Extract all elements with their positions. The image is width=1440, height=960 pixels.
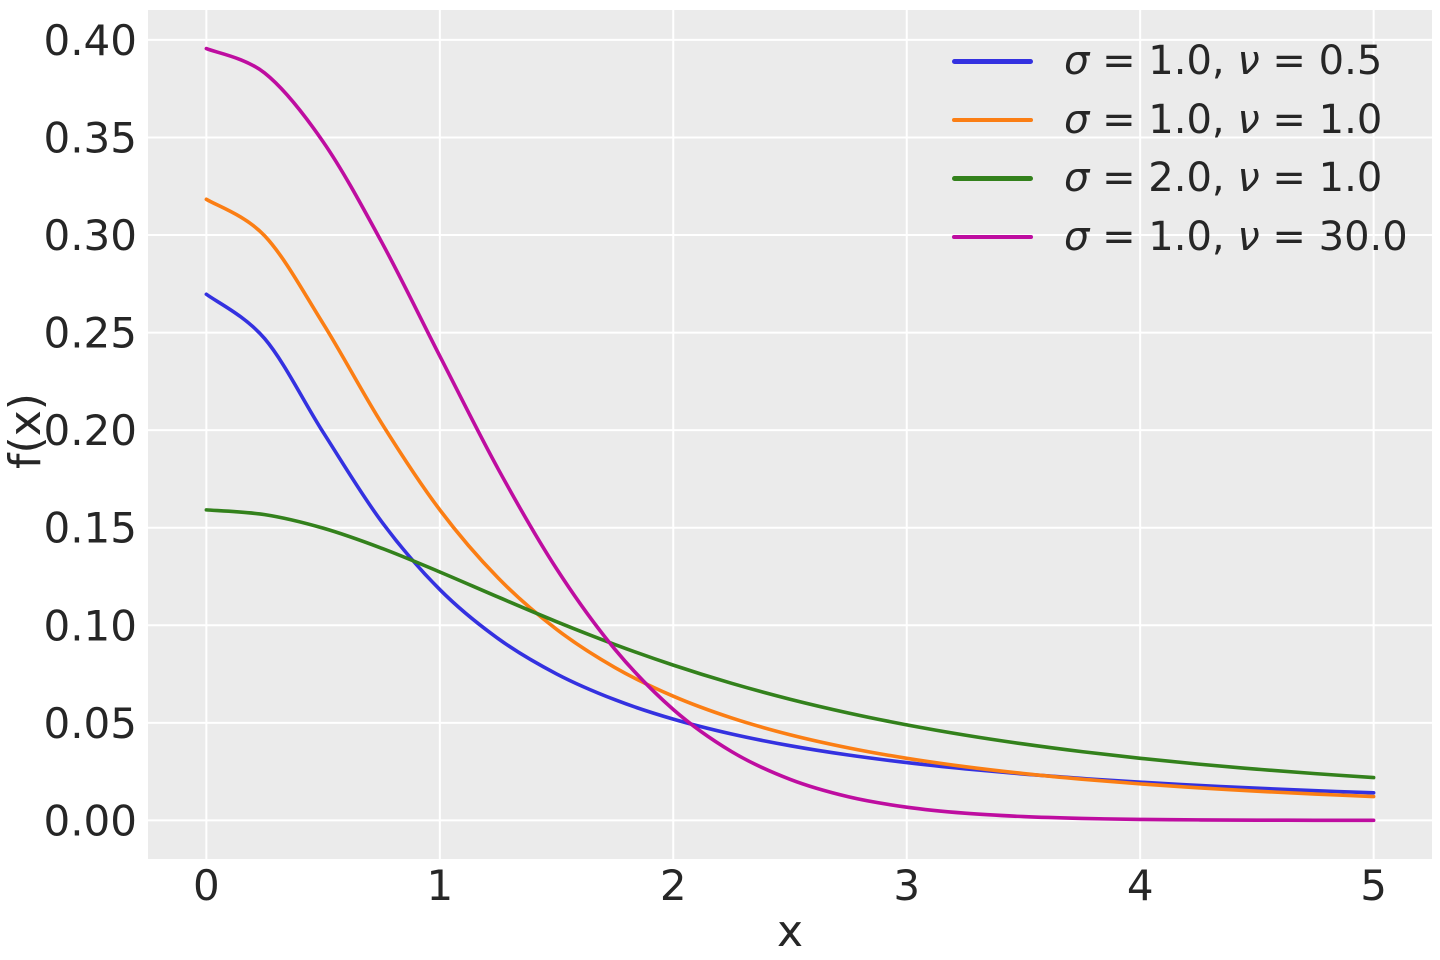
x-tick-label: 2 xyxy=(660,861,687,910)
legend-label-text: = 30.0 xyxy=(1259,213,1408,260)
x-tick-label: 3 xyxy=(893,861,920,910)
y-tick-label: 0.35 xyxy=(43,113,137,162)
plot-layers: 0 1 2 3 4 5 0.00 0.05 0.10 0.15 0.20 0.25 0.30 0.35 0.… xyxy=(43,10,1432,910)
curve-series-0 xyxy=(204,292,1376,795)
nu-symbol: ν xyxy=(1237,155,1260,202)
x-tick-label: 5 xyxy=(1360,861,1387,910)
legend: σ = 1.0, ν = 0.5 σ = 1.0, ν = 1.0 σ = 2.… xyxy=(952,32,1408,266)
legend-label-text: = 0.5 xyxy=(1259,38,1383,85)
curve-series-1 xyxy=(204,197,1376,799)
nu-symbol: ν xyxy=(1237,213,1260,260)
legend-label: σ = 2.0, ν = 1.0 xyxy=(1064,158,1382,198)
plot-area xyxy=(148,10,1432,859)
y-tick-label: 0.40 xyxy=(43,16,137,65)
sigma-symbol: σ xyxy=(1064,213,1090,260)
legend-label: σ = 1.0, ν = 1.0 xyxy=(1064,100,1382,140)
legend-label-text: = 1.0, xyxy=(1089,38,1238,85)
legend-label: σ = 1.0, ν = 0.5 xyxy=(1064,41,1382,81)
x-axis-label: x xyxy=(777,906,803,957)
curve-series-2 xyxy=(204,508,1376,780)
x-tick-label: 0 xyxy=(193,861,220,910)
legend-label-text: = 1.0 xyxy=(1259,155,1383,202)
y-tick-label: 0.15 xyxy=(43,504,137,553)
sigma-symbol: σ xyxy=(1064,155,1090,202)
nu-symbol: ν xyxy=(1237,38,1260,85)
legend-label: σ = 1.0, ν = 30.0 xyxy=(1064,217,1408,257)
legend-label-text: = 2.0, xyxy=(1089,155,1238,202)
legend-item: σ = 1.0, ν = 0.5 xyxy=(952,32,1408,91)
legend-item: σ = 1.0, ν = 1.0 xyxy=(952,91,1408,150)
y-axis-label: f(x) xyxy=(0,393,51,469)
legend-item: σ = 1.0, ν = 30.0 xyxy=(952,208,1408,267)
y-tick-label: 0.30 xyxy=(43,211,137,260)
legend-label-text: = 1.0, xyxy=(1089,213,1238,260)
legend-line-sample xyxy=(952,59,1033,64)
legend-line-sample xyxy=(952,176,1033,181)
legend-line-sample xyxy=(952,117,1033,122)
legend-line-sample xyxy=(952,234,1033,239)
y-tick-label: 0.00 xyxy=(43,796,137,845)
legend-label-text: = 1.0, xyxy=(1089,96,1238,143)
x-tick-label: 1 xyxy=(426,861,453,910)
legend-item: σ = 2.0, ν = 1.0 xyxy=(952,149,1408,208)
y-tick-label: 0.25 xyxy=(43,309,137,358)
y-tick-label: 0.05 xyxy=(43,699,137,748)
legend-label-text: = 1.0 xyxy=(1259,96,1383,143)
curve-series-3 xyxy=(204,46,1376,823)
y-tick-label: 0.10 xyxy=(43,601,137,650)
y-tick-label: 0.20 xyxy=(43,406,137,455)
x-tick-label: 4 xyxy=(1127,861,1154,910)
sigma-symbol: σ xyxy=(1064,96,1090,143)
sigma-symbol: σ xyxy=(1064,38,1090,85)
nu-symbol: ν xyxy=(1237,96,1260,143)
